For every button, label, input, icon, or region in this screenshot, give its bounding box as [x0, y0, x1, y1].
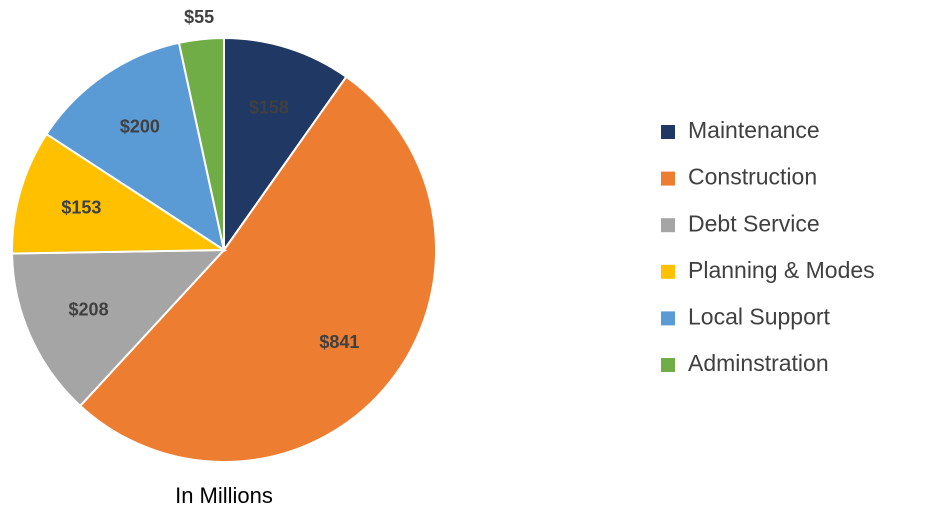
legend-swatch — [661, 311, 675, 326]
chart-title: In Millions — [175, 483, 273, 508]
legend-label: Adminstration — [688, 350, 829, 376]
data-label: $55 — [184, 7, 214, 27]
pie-slice — [11, 132, 228, 255]
legend-swatch — [661, 264, 675, 279]
legend-swatch — [661, 171, 675, 186]
legend-swatch — [661, 125, 675, 139]
data-label: $841 — [319, 332, 359, 352]
legend-swatch — [661, 218, 675, 233]
data-label: $153 — [61, 198, 101, 218]
data-label: $208 — [69, 299, 109, 319]
pie-slice — [45, 41, 226, 253]
data-label: $200 — [120, 117, 160, 137]
legend-label: Local Support — [688, 303, 831, 329]
legend-label: Construction — [688, 164, 817, 190]
data-label: $158 — [249, 97, 289, 117]
legend-label: Planning & Modes — [688, 257, 875, 283]
legend-swatch — [661, 358, 675, 372]
legend-label: Debt Service — [688, 210, 820, 236]
legend-label: Maintenance — [688, 117, 820, 143]
pie-slice — [223, 36, 348, 254]
pie-slice — [78, 75, 437, 463]
pie-slice — [177, 36, 225, 251]
pie-slice — [11, 248, 227, 408]
